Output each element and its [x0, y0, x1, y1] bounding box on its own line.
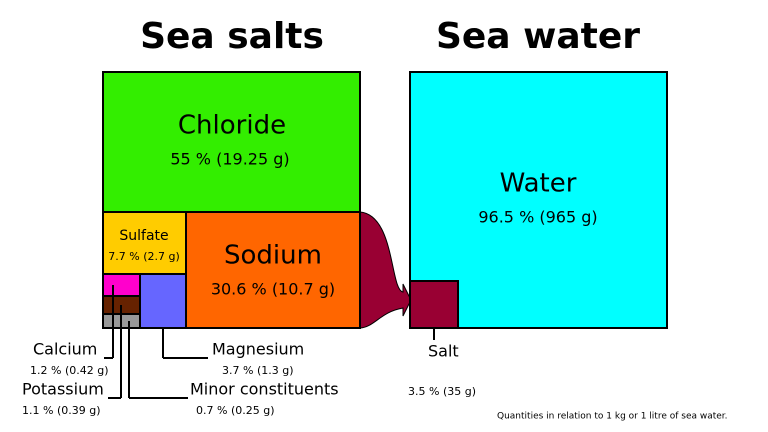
- amount: 1.1 % (0.39 g): [22, 404, 101, 417]
- chloride-box: [102, 71, 361, 213]
- title: Sea water: [436, 16, 640, 57]
- amount: 3.5 % (35 g): [408, 385, 476, 398]
- label: Chloride: [178, 111, 286, 141]
- amount: 0.7 % (0.25 g): [196, 404, 275, 417]
- label: Sodium: [224, 241, 322, 271]
- title: Sea salts: [140, 16, 324, 57]
- amount: 55 % (19.25 g): [170, 150, 289, 169]
- label: Minor constituents: [190, 380, 339, 399]
- amount: 30.6 % (10.7 g): [211, 280, 335, 299]
- amount: 96.5 % (965 g): [478, 208, 597, 227]
- amount: 1.2 % (0.42 g): [30, 364, 109, 377]
- sodium-box: [185, 211, 361, 329]
- amount: 3.7 % (1.3 g): [222, 364, 294, 377]
- label: Water: [500, 169, 577, 199]
- note: Quantities in relation to 1 kg or 1 litr…: [497, 412, 728, 422]
- sulfate-box: [102, 211, 187, 275]
- salt-box: [409, 280, 459, 329]
- label: Calcium: [33, 340, 97, 359]
- label: Salt: [428, 342, 459, 361]
- label: Potassium: [22, 380, 104, 399]
- magnesium-box: [139, 273, 187, 329]
- calcium-box: [102, 273, 141, 297]
- label: Magnesium: [212, 340, 304, 359]
- arrow: [359, 211, 412, 329]
- label: Sulfate: [119, 228, 168, 244]
- amount: 7.7 % (2.7 g): [108, 250, 180, 263]
